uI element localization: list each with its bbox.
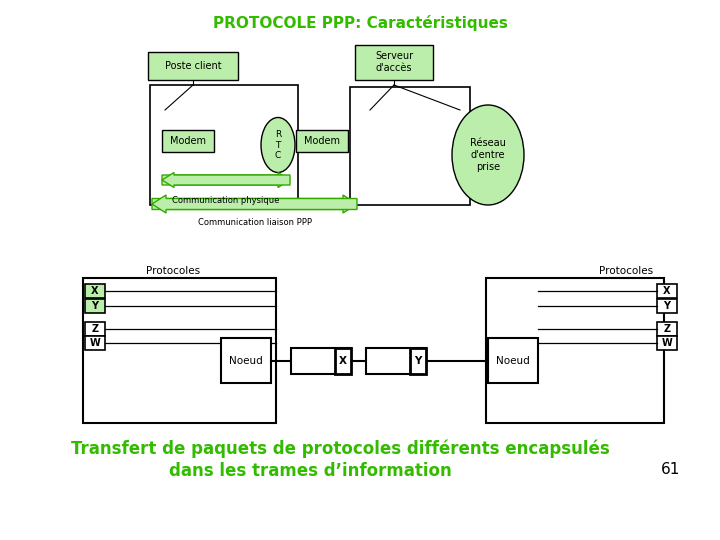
Bar	[85, 299, 105, 313]
Bar	[488, 338, 538, 383]
Text: Z: Z	[663, 324, 670, 334]
Text: X: X	[339, 355, 347, 366]
Bar	[355, 45, 433, 80]
Text: Z: Z	[91, 324, 99, 334]
Text: Serveur
d'accès: Serveur d'accès	[375, 51, 413, 73]
Text: X: X	[91, 286, 99, 296]
Bar	[150, 85, 298, 205]
Text: W: W	[662, 338, 672, 348]
Text: dans les trames d’information: dans les trames d’information	[168, 462, 451, 480]
Text: Réseau
d'entre
prise: Réseau d'entre prise	[470, 138, 506, 172]
FancyArrow shape	[152, 195, 357, 213]
Bar	[85, 284, 105, 298]
Bar	[350, 87, 470, 205]
Text: R
T
C: R T C	[275, 130, 281, 160]
FancyArrow shape	[152, 195, 357, 213]
Bar	[296, 130, 348, 152]
Bar	[657, 284, 677, 298]
Bar	[221, 338, 271, 383]
Bar	[148, 52, 238, 80]
Text: Modem: Modem	[304, 136, 340, 146]
Text: Communication physique: Communication physique	[172, 196, 279, 205]
Text: Y: Y	[414, 355, 422, 366]
Text: W: W	[89, 338, 100, 348]
Bar	[366, 348, 426, 374]
Text: Transfert de paquets de protocoles différents encapsulés: Transfert de paquets de protocoles diffé…	[71, 440, 609, 458]
Text: X: X	[663, 286, 671, 296]
Bar	[486, 278, 664, 423]
Text: Y: Y	[664, 301, 670, 311]
Ellipse shape	[261, 118, 295, 172]
FancyArrow shape	[162, 172, 290, 187]
Text: Y: Y	[91, 301, 99, 311]
Text: Noeud: Noeud	[229, 355, 263, 366]
Bar	[335, 348, 351, 374]
Bar	[85, 336, 105, 350]
Text: Protocoles: Protocoles	[599, 266, 653, 276]
Text: Noeud: Noeud	[496, 355, 530, 366]
Bar	[657, 322, 677, 336]
Text: Poste client: Poste client	[165, 61, 221, 71]
Ellipse shape	[452, 105, 524, 205]
Bar	[162, 130, 214, 152]
Text: Communication liaison PPP: Communication liaison PPP	[198, 218, 312, 227]
Bar	[85, 322, 105, 336]
Bar	[83, 278, 276, 423]
Text: 61: 61	[661, 462, 680, 477]
Bar	[657, 336, 677, 350]
Text: Modem: Modem	[170, 136, 206, 146]
Bar	[657, 299, 677, 313]
Text: PROTOCOLE PPP: Caractéristiques: PROTOCOLE PPP: Caractéristiques	[212, 15, 508, 31]
Text: Protocoles: Protocoles	[146, 266, 200, 276]
FancyArrow shape	[162, 172, 290, 187]
Bar	[291, 348, 351, 374]
Bar	[410, 348, 426, 374]
